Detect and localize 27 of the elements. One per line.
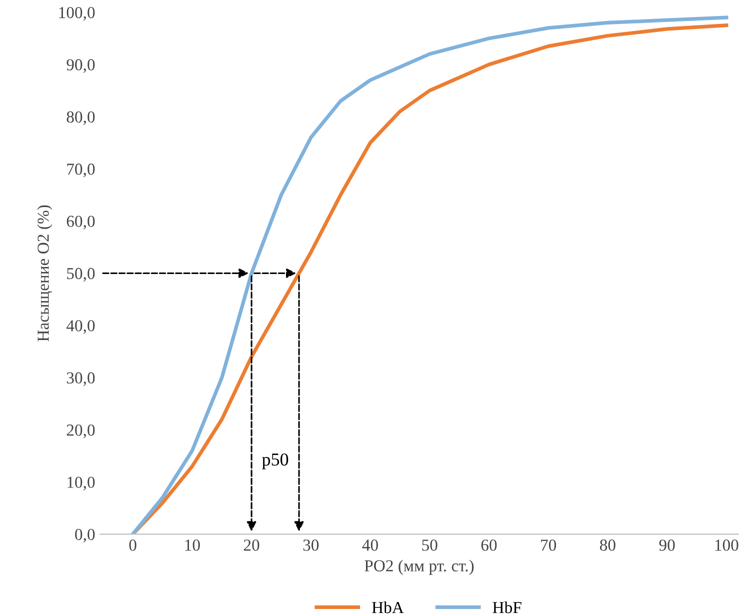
x-tick-label: 80 — [600, 540, 616, 551]
x-tick-label: 0 — [129, 540, 136, 551]
y-tick-label: 100,0 — [59, 6, 95, 21]
y-tick-label: 40,0 — [66, 320, 95, 334]
y-axis-title: Насыщение O2 (%) — [37, 205, 52, 342]
y-tick-label: 70,0 — [67, 164, 95, 178]
x-tick-label: 50 — [422, 540, 438, 551]
x-tick-label: 40 — [362, 540, 378, 551]
x-axis-title: PO2 (мм рт. ст.) — [364, 560, 474, 575]
x-tick-label: 30 — [303, 540, 319, 551]
legend-label: HbF — [492, 601, 522, 614]
y-tick-label: 30,0 — [66, 372, 95, 386]
x-tick-label: 90 — [659, 540, 675, 551]
y-tick-label: 50,0 — [67, 268, 95, 282]
y-tick-label: 0,0 — [75, 528, 95, 543]
x-tick-label: 70 — [541, 540, 556, 551]
y-tick-label: 20,0 — [66, 424, 95, 438]
x-tick-label: 100 — [715, 540, 738, 551]
y-tick-label: 80,0 — [66, 111, 95, 126]
x-tick-label: 60 — [481, 540, 497, 551]
y-tick-label: 60,0 — [66, 216, 95, 230]
legend-label: HbA — [372, 601, 404, 614]
y-tick-label: 10,0 — [68, 476, 95, 490]
annotation: p50 — [262, 453, 288, 470]
y-tick-label: 90,0 — [66, 59, 95, 73]
x-tick-label: 10 — [185, 540, 200, 551]
x-tick-label: 20 — [244, 540, 260, 551]
